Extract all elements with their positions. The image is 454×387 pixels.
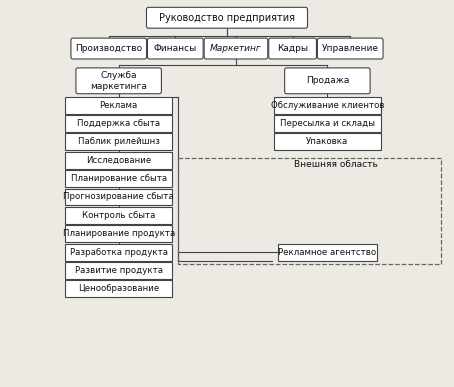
Text: Реклама: Реклама (99, 101, 138, 110)
FancyBboxPatch shape (317, 38, 383, 59)
Text: Руководство предприятия: Руководство предприятия (159, 13, 295, 23)
Text: Внешняя область: Внешняя область (294, 160, 377, 169)
Text: Поддержка сбыта: Поддержка сбыта (77, 119, 160, 128)
Text: Контроль сбыта: Контроль сбыта (82, 211, 155, 220)
Bar (65, 225, 173, 242)
FancyBboxPatch shape (147, 7, 307, 28)
Bar (65, 134, 173, 150)
Text: Управление: Управление (322, 44, 379, 53)
Text: Исследование: Исследование (86, 156, 151, 165)
FancyBboxPatch shape (71, 38, 147, 59)
Text: Продажа: Продажа (306, 76, 349, 85)
FancyBboxPatch shape (285, 68, 370, 94)
Bar (65, 280, 173, 297)
FancyBboxPatch shape (204, 38, 268, 59)
FancyBboxPatch shape (148, 38, 203, 59)
Text: Обслуживание клиентов: Обслуживание клиентов (271, 101, 384, 110)
Text: Развитие продукта: Развитие продукта (74, 266, 163, 275)
Text: Планирование сбыта: Планирование сбыта (71, 174, 167, 183)
Bar (274, 97, 381, 113)
Text: Разработка продукта: Разработка продукта (69, 248, 168, 257)
Text: Планирование продукта: Планирование продукта (63, 229, 175, 238)
FancyBboxPatch shape (76, 68, 162, 94)
Bar (65, 207, 173, 224)
Text: Кадры: Кадры (277, 44, 308, 53)
Text: Паблик рилейшнз: Паблик рилейшнз (78, 137, 160, 146)
Bar (65, 244, 173, 260)
Bar (274, 134, 381, 150)
Bar (178, 158, 441, 264)
Text: Рекламное агентство: Рекламное агентство (278, 248, 376, 257)
Bar (65, 262, 173, 279)
Bar (274, 115, 381, 132)
Text: Маркетинг: Маркетинг (210, 44, 262, 53)
Bar (65, 152, 173, 169)
Text: Прогнозирование сбыта: Прогнозирование сбыта (64, 192, 174, 202)
Bar (65, 188, 173, 205)
Text: Ценообразование: Ценообразование (78, 284, 159, 293)
Text: Производство: Производство (75, 44, 142, 53)
Text: Финансы: Финансы (154, 44, 197, 53)
FancyBboxPatch shape (269, 38, 316, 59)
Bar (65, 97, 173, 113)
Text: Пересылка и склады: Пересылка и склады (280, 119, 375, 128)
Bar (65, 170, 173, 187)
Bar (278, 244, 377, 260)
Text: Упаковка: Упаковка (306, 137, 349, 146)
Bar (65, 115, 173, 132)
Text: Служба
маркетинга: Служба маркетинга (90, 71, 147, 91)
